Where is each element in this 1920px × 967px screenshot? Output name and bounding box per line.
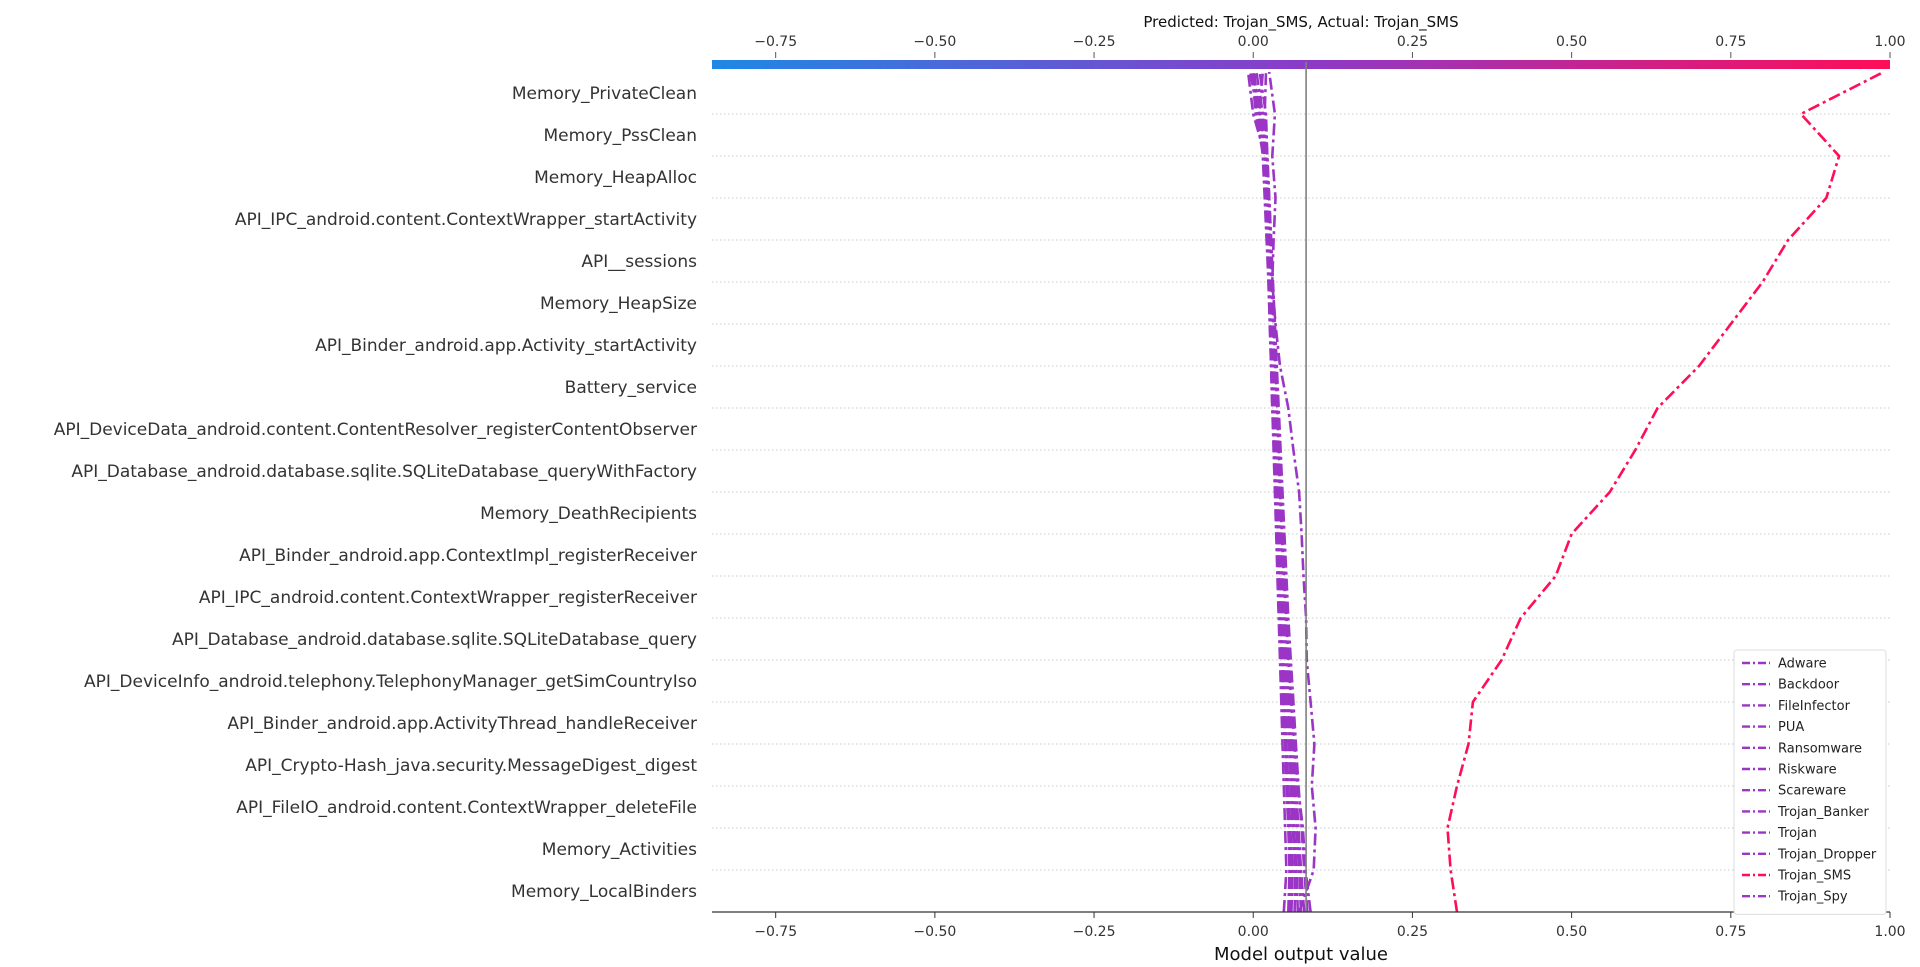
top-tick-label: −0.50	[913, 34, 956, 50]
top-tick-label: 0.25	[1397, 34, 1428, 50]
bottom-tick-label: 0.00	[1238, 924, 1269, 940]
legend-label: Trojan_SMS	[1777, 869, 1851, 884]
bottom-tick-label: −0.75	[754, 924, 797, 940]
feature-labels: Memory_PrivateClean Memory_PssClean Memory…	[54, 84, 698, 902]
top-tick-label: −0.25	[1073, 34, 1116, 50]
top-tick-label: 0.50	[1556, 34, 1587, 50]
feature-label: Memory_PssClean	[543, 126, 697, 146]
top-axis: −0.75 −0.50 −0.25 0.00 0.25 0.50 0.75 1.00	[754, 34, 1906, 58]
series-line	[1263, 71, 1309, 913]
feature-label: API_FileIO_android.content.ContextWrappe…	[236, 798, 697, 818]
series-line	[1267, 71, 1317, 913]
top-tick-label: 0.75	[1715, 34, 1746, 50]
legend-label: Riskware	[1778, 763, 1837, 778]
colorbar	[712, 60, 1890, 69]
grid-lines	[712, 113, 1890, 913]
feature-label: API_Database_android.database.sqlite.SQL…	[172, 630, 697, 650]
feature-label: Memory_DeathRecipients	[480, 504, 697, 524]
legend-label: Ransomware	[1778, 741, 1862, 756]
legend-label: Adware	[1778, 657, 1827, 672]
top-tick-label: 0.00	[1238, 34, 1269, 50]
feature-label: API_IPC_android.content.ContextWrapper_s…	[235, 210, 697, 230]
feature-label: API_Binder_android.app.Activity_startAct…	[315, 336, 697, 356]
legend-label: Trojan	[1777, 826, 1817, 841]
feature-label: Battery_service	[565, 378, 697, 398]
legend-label: Trojan_Dropper	[1777, 847, 1877, 862]
legend-label: FileInfector	[1778, 699, 1851, 714]
colorbar-gradient	[712, 60, 1890, 69]
feature-label: Memory_HeapAlloc	[534, 168, 697, 188]
legend-label: Backdoor	[1778, 678, 1840, 693]
bottom-axis: −0.75 −0.50 −0.25 0.00 0.25 0.50 0.75 1.00	[712, 911, 1906, 940]
series-lines	[1246, 70, 1885, 913]
legend-label: Trojan_Banker	[1777, 805, 1870, 820]
bottom-tick-label: 0.75	[1715, 924, 1746, 940]
chart-title: Predicted: Trojan_SMS, Actual: Trojan_SM…	[1143, 13, 1458, 32]
legend-label: PUA	[1778, 720, 1804, 735]
legend-label: Scareware	[1778, 784, 1846, 799]
feature-label: API_IPC_android.content.ContextWrapper_r…	[199, 588, 697, 608]
feature-label: API__sessions	[581, 252, 697, 272]
feature-label: API_Binder_android.app.ActivityThread_ha…	[227, 714, 697, 734]
legend-label: Trojan_Spy	[1777, 890, 1848, 905]
feature-label: API_Crypto-Hash_java.security.MessageDig…	[245, 756, 697, 776]
bottom-tick-label: 1.00	[1874, 924, 1905, 940]
bottom-tick-label: −0.25	[1073, 924, 1116, 940]
series-line	[1446, 70, 1885, 913]
legend: Adware Backdoor FileInfector PUA Ransomware R…	[1733, 649, 1887, 915]
x-axis-label: Model output value	[1214, 944, 1388, 965]
feature-label: Memory_LocalBinders	[511, 882, 697, 902]
feature-label: API_Binder_android.app.ContextImpl_regis…	[239, 546, 697, 566]
bottom-tick-label: −0.50	[913, 924, 956, 940]
feature-label: Memory_HeapSize	[540, 294, 697, 314]
top-tick-label: 1.00	[1874, 34, 1905, 50]
top-tick-label: −0.75	[754, 34, 797, 50]
feature-label: Memory_PrivateClean	[512, 84, 697, 104]
feature-label: API_DeviceInfo_android.telephony.Telepho…	[84, 672, 697, 692]
feature-label: API_Database_android.database.sqlite.SQL…	[71, 462, 697, 482]
legend-box	[1733, 649, 1887, 915]
feature-label: Memory_Activities	[542, 840, 697, 860]
feature-label: API_DeviceData_android.content.ContentRe…	[54, 420, 697, 440]
series-line	[1250, 71, 1293, 913]
bottom-tick-label: 0.50	[1556, 924, 1587, 940]
bottom-tick-label: 0.25	[1397, 924, 1428, 940]
